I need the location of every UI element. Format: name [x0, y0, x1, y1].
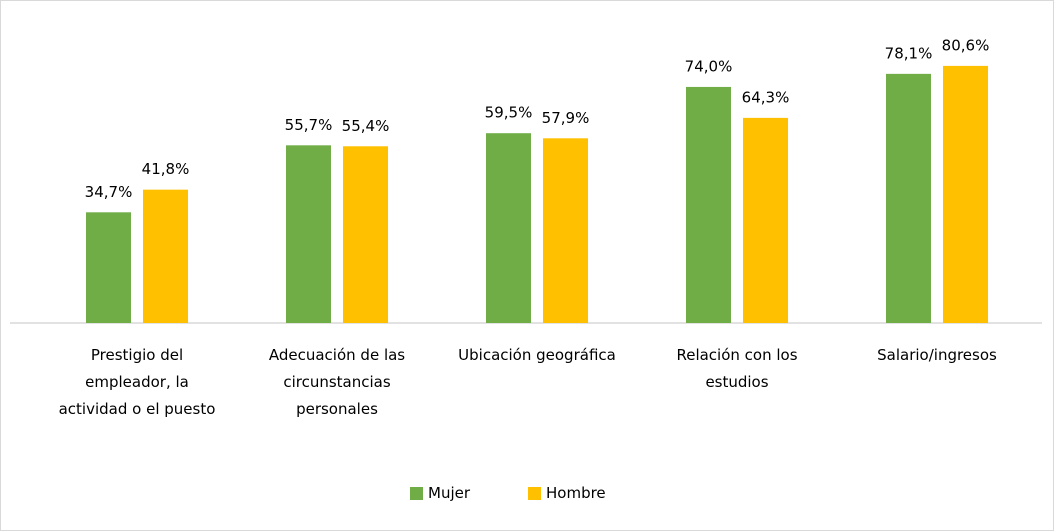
legend-item: Mujer: [410, 484, 470, 502]
legend-swatch: [410, 486, 423, 500]
data-label: 34,7%: [85, 183, 133, 201]
x-tick-label: Prestigio del empleador, la actividad o …: [58, 346, 216, 418]
bar: [486, 133, 531, 323]
x-tick-label: Relación con los estudios: [676, 346, 798, 391]
data-label: 64,3%: [742, 88, 790, 106]
bar: [543, 138, 588, 323]
legend-label: Hombre: [546, 484, 606, 502]
data-label: 57,9%: [542, 109, 590, 127]
data-label: 78,1%: [885, 44, 933, 62]
data-label: 59,5%: [485, 104, 533, 122]
data-label: 74,0%: [685, 57, 733, 75]
bar: [343, 146, 388, 323]
bar: [143, 189, 188, 323]
bar: [286, 145, 331, 323]
legend-swatch: [528, 486, 541, 500]
bar: [86, 212, 131, 323]
x-tick-label: Salario/ingresos: [877, 346, 997, 364]
x-tick-label: Ubicación geográfica: [458, 346, 616, 364]
data-label: 55,4%: [342, 117, 390, 135]
x-tick-label: Adecuación de las circunstancias persona…: [268, 346, 406, 418]
bar: [943, 65, 988, 324]
bar: [743, 117, 788, 324]
data-label: 80,6%: [942, 36, 990, 54]
bar: [886, 73, 931, 324]
legend-label: Mujer: [428, 484, 471, 502]
data-label: 41,8%: [142, 160, 190, 178]
data-label: 55,7%: [285, 116, 333, 134]
bar: [686, 86, 731, 323]
legend-item: Hombre: [528, 484, 606, 502]
